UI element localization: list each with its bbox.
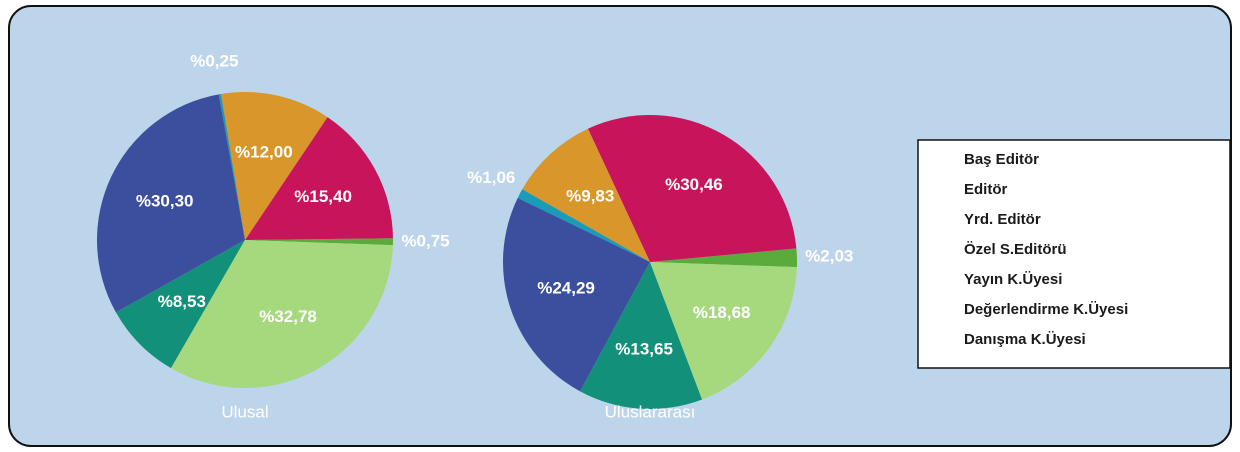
data-label: %12,00: [235, 143, 293, 162]
data-label: %24,29: [537, 279, 595, 298]
pie-slice: [245, 238, 393, 246]
pie-slice: [522, 128, 650, 262]
legend-box: [917, 139, 1231, 369]
pie-slice: [650, 262, 797, 400]
pie-slice: [580, 262, 703, 409]
data-label: %30,30: [136, 192, 194, 211]
legend-label: Yayın K.Üyesi: [964, 271, 1062, 288]
pie-slice: [245, 117, 393, 240]
pie-slice: [587, 115, 797, 262]
pie-slice: [650, 248, 797, 268]
data-label: %2,03: [805, 246, 853, 265]
legend-label: Editör: [964, 181, 1007, 198]
data-label: %18,68: [693, 303, 751, 322]
pie-title: Uluslararası: [605, 402, 696, 421]
pie-slice: [503, 197, 650, 392]
data-label: %8,53: [158, 292, 206, 311]
pie-title: Ulusal: [221, 402, 268, 421]
data-label: %0,75: [401, 232, 449, 251]
data-label: %30,46: [665, 175, 723, 194]
data-label: %9,83: [566, 187, 614, 206]
data-label: %1,06: [467, 168, 515, 187]
data-label: %0,25: [190, 52, 238, 71]
pie-slice: [171, 240, 393, 388]
pie-slice: [517, 189, 650, 262]
legend-label: Danışma K.Üyesi: [964, 331, 1086, 348]
data-label: %32,78: [259, 307, 317, 326]
legend-label: Değerlendirme K.Üyesi: [964, 301, 1128, 318]
data-label: %13,65: [615, 339, 673, 358]
legend-label: Yrd. Editör: [964, 211, 1041, 228]
data-label: %15,40: [294, 187, 352, 206]
pie-slice: [96, 94, 245, 313]
pie-slice: [221, 91, 328, 240]
legend-label: Baş Editör: [964, 151, 1039, 168]
pie-slice: [218, 93, 245, 240]
pie-slice: [115, 240, 246, 369]
legend-label: Özel S.Editörü: [964, 241, 1067, 258]
